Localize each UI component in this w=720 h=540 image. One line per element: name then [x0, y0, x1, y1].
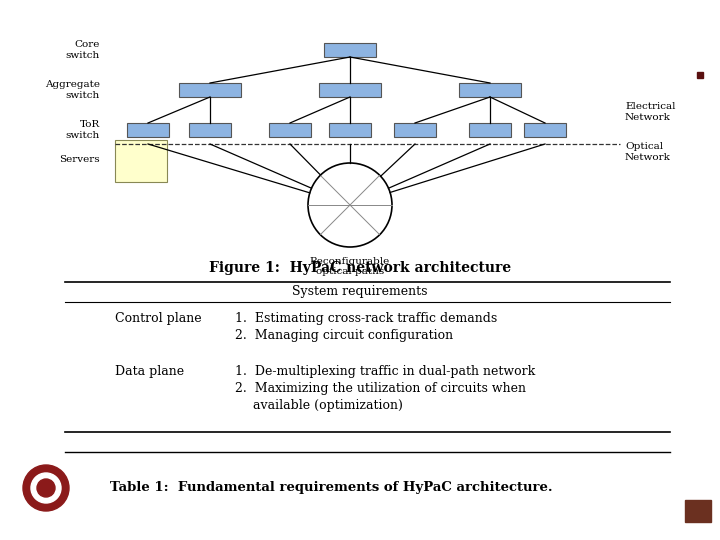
- Text: Core
switch: Core switch: [66, 40, 100, 60]
- Text: 2.  Maximizing the utilization of circuits when: 2. Maximizing the utilization of circuit…: [235, 382, 526, 395]
- Text: ToR
switch: ToR switch: [66, 120, 100, 140]
- FancyBboxPatch shape: [524, 123, 566, 137]
- Text: Data plane: Data plane: [115, 365, 184, 378]
- FancyBboxPatch shape: [127, 123, 169, 137]
- FancyBboxPatch shape: [269, 123, 311, 137]
- Text: Optical
Network: Optical Network: [625, 143, 671, 161]
- FancyBboxPatch shape: [115, 140, 167, 182]
- Circle shape: [23, 465, 69, 511]
- FancyBboxPatch shape: [179, 83, 241, 97]
- Text: Control plane: Control plane: [115, 312, 202, 325]
- Text: Aggregate
switch: Aggregate switch: [45, 80, 100, 100]
- Text: Reconfigurable
optical paths: Reconfigurable optical paths: [310, 257, 390, 276]
- Bar: [685, 500, 711, 522]
- Text: System requirements: System requirements: [292, 286, 428, 299]
- Text: 2.  Managing circuit configuration: 2. Managing circuit configuration: [235, 329, 453, 342]
- Text: 1.  Estimating cross-rack traffic demands: 1. Estimating cross-rack traffic demands: [235, 312, 498, 325]
- Circle shape: [37, 479, 55, 497]
- Text: 1.  De-multiplexing traffic in dual-path network: 1. De-multiplexing traffic in dual-path …: [235, 365, 535, 378]
- FancyBboxPatch shape: [394, 123, 436, 137]
- Text: available (optimization): available (optimization): [253, 399, 403, 412]
- FancyBboxPatch shape: [189, 123, 231, 137]
- Text: Electrical
Network: Electrical Network: [625, 102, 675, 122]
- Text: Table 1:  Fundamental requirements of HyPaC architecture.: Table 1: Fundamental requirements of HyP…: [110, 482, 553, 495]
- Circle shape: [31, 473, 61, 503]
- FancyBboxPatch shape: [329, 123, 371, 137]
- Text: Servers: Servers: [59, 156, 100, 165]
- FancyBboxPatch shape: [319, 83, 381, 97]
- FancyBboxPatch shape: [459, 83, 521, 97]
- FancyBboxPatch shape: [324, 43, 376, 57]
- FancyBboxPatch shape: [469, 123, 511, 137]
- Circle shape: [308, 163, 392, 247]
- Text: Figure 1:  HyPaC network architecture: Figure 1: HyPaC network architecture: [209, 261, 511, 275]
